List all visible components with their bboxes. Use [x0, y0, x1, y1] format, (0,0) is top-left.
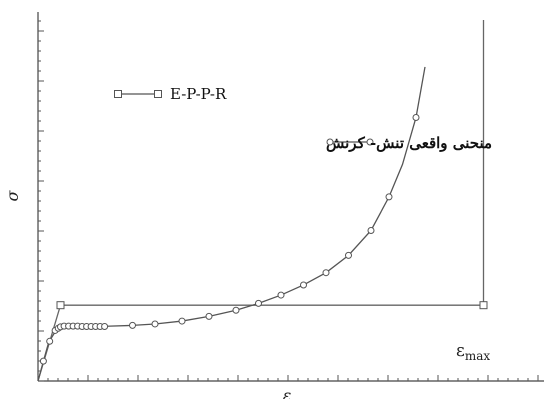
plot-area: [37, 20, 488, 382]
series-real-marker: [129, 321, 136, 329]
series-real-marker: [151, 320, 159, 328]
series-real-marker: [101, 322, 109, 330]
series-real-marker: [46, 337, 54, 345]
y-axis-label: σ: [3, 189, 22, 201]
series-real-marker: [205, 312, 213, 320]
legend-real-marker: [326, 138, 334, 146]
legend-real-marker: [366, 138, 374, 146]
epsilon-max-main: ε: [456, 341, 465, 361]
series-real-marker: [385, 193, 393, 201]
epsilon-max-annotation: εmax: [456, 341, 490, 363]
series-real-marker: [255, 299, 262, 307]
series-eppr-marker: [479, 301, 488, 310]
series-real-marker: [367, 226, 375, 234]
series-real-line: [37, 66, 426, 382]
series-real-marker: [178, 317, 186, 325]
series-eppr-marker: [56, 301, 65, 310]
legend-real-label: منحنی واقعی تنش- کرنش: [326, 134, 492, 152]
series-real-marker: [300, 281, 307, 289]
series-real-marker: [412, 113, 420, 121]
series-real-marker: [39, 357, 47, 365]
axes: [37, 12, 544, 382]
legend-eppr-marker: [114, 90, 122, 98]
x-axis-label: ε: [283, 386, 292, 399]
series-real-marker: [345, 251, 352, 259]
series-real-marker: [322, 269, 330, 277]
series-real-marker: [232, 306, 240, 314]
series-real-marker: [277, 291, 285, 299]
legend: E-P-P-R منحنی واقعی تنش- کرنش: [114, 85, 492, 152]
legend-eppr-marker: [154, 90, 162, 98]
epsilon-max-sub: max: [465, 349, 491, 363]
legend-eppr-label: E-P-P-R: [170, 85, 227, 103]
